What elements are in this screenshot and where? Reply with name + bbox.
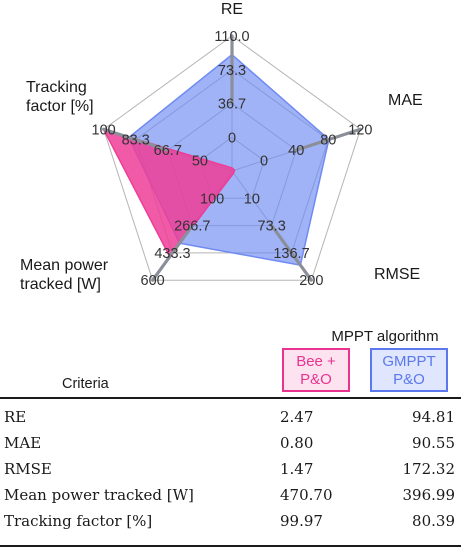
tick-label: 73.3 bbox=[258, 219, 286, 235]
tick-label: 80 bbox=[320, 133, 336, 149]
legend-gmppt-po: GMPPT P&O bbox=[370, 348, 448, 392]
row-criterion: Mean power tracked [W] bbox=[4, 486, 194, 504]
row-bee-value: 99.97 bbox=[280, 512, 323, 530]
row-gmppt-value: 172.32 bbox=[402, 460, 456, 478]
results-table: MPPT algorithm Bee + P&O GMPPT P&O Crite… bbox=[0, 318, 461, 550]
row-criterion: RE bbox=[4, 408, 27, 426]
legend-gm-line1: GMPPT bbox=[382, 353, 436, 370]
tick-label: 50 bbox=[192, 154, 208, 170]
table-row: RMSE 1.47 172.32 bbox=[0, 458, 461, 482]
row-criterion: MAE bbox=[4, 434, 42, 452]
row-gmppt-value: 80.39 bbox=[412, 512, 455, 530]
table-row: Tracking factor [%] 99.97 80.39 bbox=[0, 510, 461, 534]
tick-label: 120 bbox=[348, 122, 372, 138]
table-top-rule bbox=[0, 397, 461, 399]
legend-gm-line2: P&O bbox=[393, 371, 425, 388]
radar-axis-titles: RE MAE RMSE Mean power tracked [W] Tracking fa… bbox=[20, 1, 423, 293]
row-gmppt-value: 90.55 bbox=[412, 434, 455, 452]
axis-line bbox=[151, 224, 194, 282]
radar-ticks: 0 36.7 73.3 110.0 0 40 80 120 10 73.3 136.7 200 100 2… bbox=[92, 29, 373, 289]
tick-label: 100 bbox=[200, 191, 224, 207]
axis-title: Tracking factor [%] bbox=[26, 79, 94, 115]
tick-label: 83.3 bbox=[122, 133, 150, 149]
tick-label: 0 bbox=[260, 154, 268, 170]
tick-label: 66.7 bbox=[154, 143, 182, 159]
tick-label: 100 bbox=[92, 122, 116, 138]
legend-bee-line2: P&O bbox=[300, 371, 332, 388]
tick-label: 10 bbox=[244, 191, 260, 207]
grid-ring bbox=[103, 35, 361, 281]
tick-label: 200 bbox=[299, 273, 323, 289]
row-bee-value: 1.47 bbox=[280, 460, 314, 478]
tick-label: 40 bbox=[288, 143, 304, 159]
table-row: RE 2.47 94.81 bbox=[0, 406, 461, 430]
tick-label: 0 bbox=[228, 130, 236, 146]
legend-bee-line1: Bee + bbox=[296, 353, 336, 370]
mppt-algorithm-header: MPPT algorithm bbox=[331, 328, 439, 345]
table-bottom-rule bbox=[0, 545, 461, 547]
radar-series bbox=[102, 53, 330, 266]
tick-label: 36.7 bbox=[218, 97, 246, 113]
tick-label: 433.3 bbox=[154, 246, 190, 262]
table-row: Mean power tracked [W] 470.70 396.99 bbox=[0, 484, 461, 508]
row-bee-value: 0.80 bbox=[280, 434, 314, 452]
axis-title: RE bbox=[221, 1, 243, 18]
row-gmppt-value: 396.99 bbox=[402, 486, 456, 504]
tick-label: 73.3 bbox=[218, 63, 246, 79]
row-criterion: RMSE bbox=[4, 460, 52, 478]
tick-label: 136.7 bbox=[273, 246, 309, 262]
criteria-header: Criteria bbox=[62, 376, 109, 392]
axis-title: MAE bbox=[388, 92, 423, 109]
row-gmppt-value: 94.81 bbox=[412, 408, 455, 426]
tick-label: 266.7 bbox=[174, 219, 210, 235]
axis-line bbox=[102, 127, 170, 152]
axis-line bbox=[294, 127, 362, 152]
legend-bee-po: Bee + P&O bbox=[282, 348, 350, 392]
axis-title: RMSE bbox=[374, 266, 420, 283]
row-bee-value: 470.70 bbox=[280, 486, 333, 504]
axis-title: Mean power tracked [W] bbox=[20, 257, 109, 293]
tick-label: 600 bbox=[141, 273, 165, 289]
row-criterion: Tracking factor [%] bbox=[4, 512, 153, 530]
tick-label: 110.0 bbox=[214, 29, 249, 45]
radar-chart: 0 36.7 73.3 110.0 0 40 80 120 10 73.3 136.7 200 100 2… bbox=[20, 1, 423, 293]
table-row: MAE 0.80 90.55 bbox=[0, 432, 461, 456]
axis-line bbox=[270, 224, 313, 282]
row-bee-value: 2.47 bbox=[280, 408, 314, 426]
